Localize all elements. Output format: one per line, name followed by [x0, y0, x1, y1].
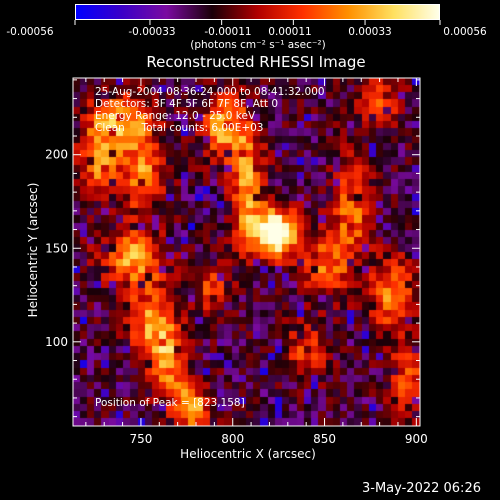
colorbar-tick-label-1: -0.00033 — [128, 26, 176, 38]
annotation-detectors: Detectors: 3F 4F 5F 6F 7F 8F, Att 0 — [95, 98, 279, 110]
colorbar — [75, 4, 440, 20]
colorbar-tick-label-3: 0.00011 — [268, 26, 312, 38]
heatmap-image — [73, 78, 420, 426]
y-tick-label-2: 200 — [45, 148, 68, 162]
x-tick-label-3: 900 — [405, 432, 428, 446]
y-tick-label-0: 100 — [45, 335, 68, 349]
colorbar-ticks — [74, 20, 441, 25]
y-axis-label: Heliocentric Y (arcsec) — [26, 182, 40, 318]
plot-frame — [72, 77, 421, 427]
x-tick-label-2: 850 — [313, 432, 336, 446]
timestamp: 3-May-2022 06:26 — [362, 481, 481, 496]
annotation-energy-range: Energy Range: 12.0 - 25.0 keV — [95, 110, 256, 122]
colorbar-tick-label-5: 0.00056 — [443, 26, 487, 38]
x-tick-label-1: 800 — [221, 432, 244, 446]
peak-position-label: Position of Peak = [823,158] — [95, 397, 245, 409]
x-tick-label-0: 750 — [129, 432, 152, 446]
colorbar-tick-label-0: -0.00056 — [6, 26, 54, 38]
annotation-time-range: 25-Aug-2004 08:36:24.000 to 08:41:32.000 — [95, 86, 325, 98]
annotation-clean-counts: Clean Total counts: 6.00E+03 — [95, 122, 264, 134]
colorbar-tick-label-2: -0.00011 — [204, 26, 252, 38]
colorbar-unit-label: (photons cm⁻² s⁻¹ asec⁻²) — [190, 39, 326, 51]
colorbar-tick-label-4: 0.00033 — [348, 26, 392, 38]
y-tick-label-1: 150 — [45, 241, 68, 255]
x-axis-label: Heliocentric X (arcsec) — [180, 447, 316, 461]
chart-title: Reconstructed RHESSI Image — [146, 53, 366, 71]
